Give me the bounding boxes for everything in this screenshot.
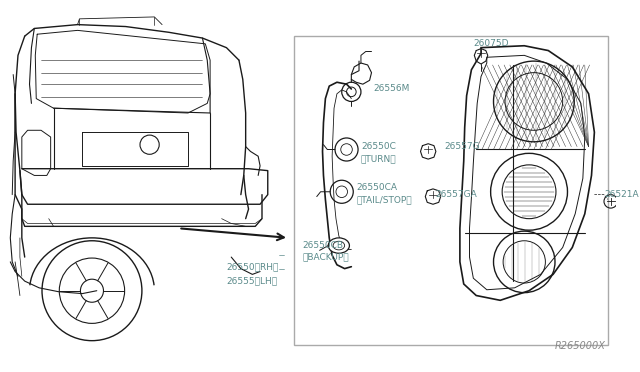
Ellipse shape (328, 238, 349, 253)
Text: 26555〈LH〉: 26555〈LH〉 (227, 277, 278, 286)
Text: 26075D: 26075D (474, 39, 509, 48)
Text: 〈TURN〉: 〈TURN〉 (361, 155, 397, 164)
Ellipse shape (333, 241, 344, 250)
Text: 26556M: 26556M (373, 84, 410, 93)
Text: 26550CA: 26550CA (356, 183, 397, 192)
Text: 〈BACKUP〉: 〈BACKUP〉 (302, 253, 349, 262)
Text: 26550〈RH〉: 26550〈RH〉 (227, 262, 279, 271)
Text: 〈TAIL/STOP〉: 〈TAIL/STOP〉 (356, 195, 412, 204)
Text: 26550C: 26550C (361, 142, 396, 151)
Text: 26521A: 26521A (604, 190, 639, 199)
Bar (294, 36, 608, 346)
Text: R265000X: R265000X (555, 341, 606, 351)
Text: 26557GA: 26557GA (435, 190, 477, 199)
Text: 26557G: 26557G (445, 142, 480, 151)
Text: 26550CB: 26550CB (302, 241, 343, 250)
